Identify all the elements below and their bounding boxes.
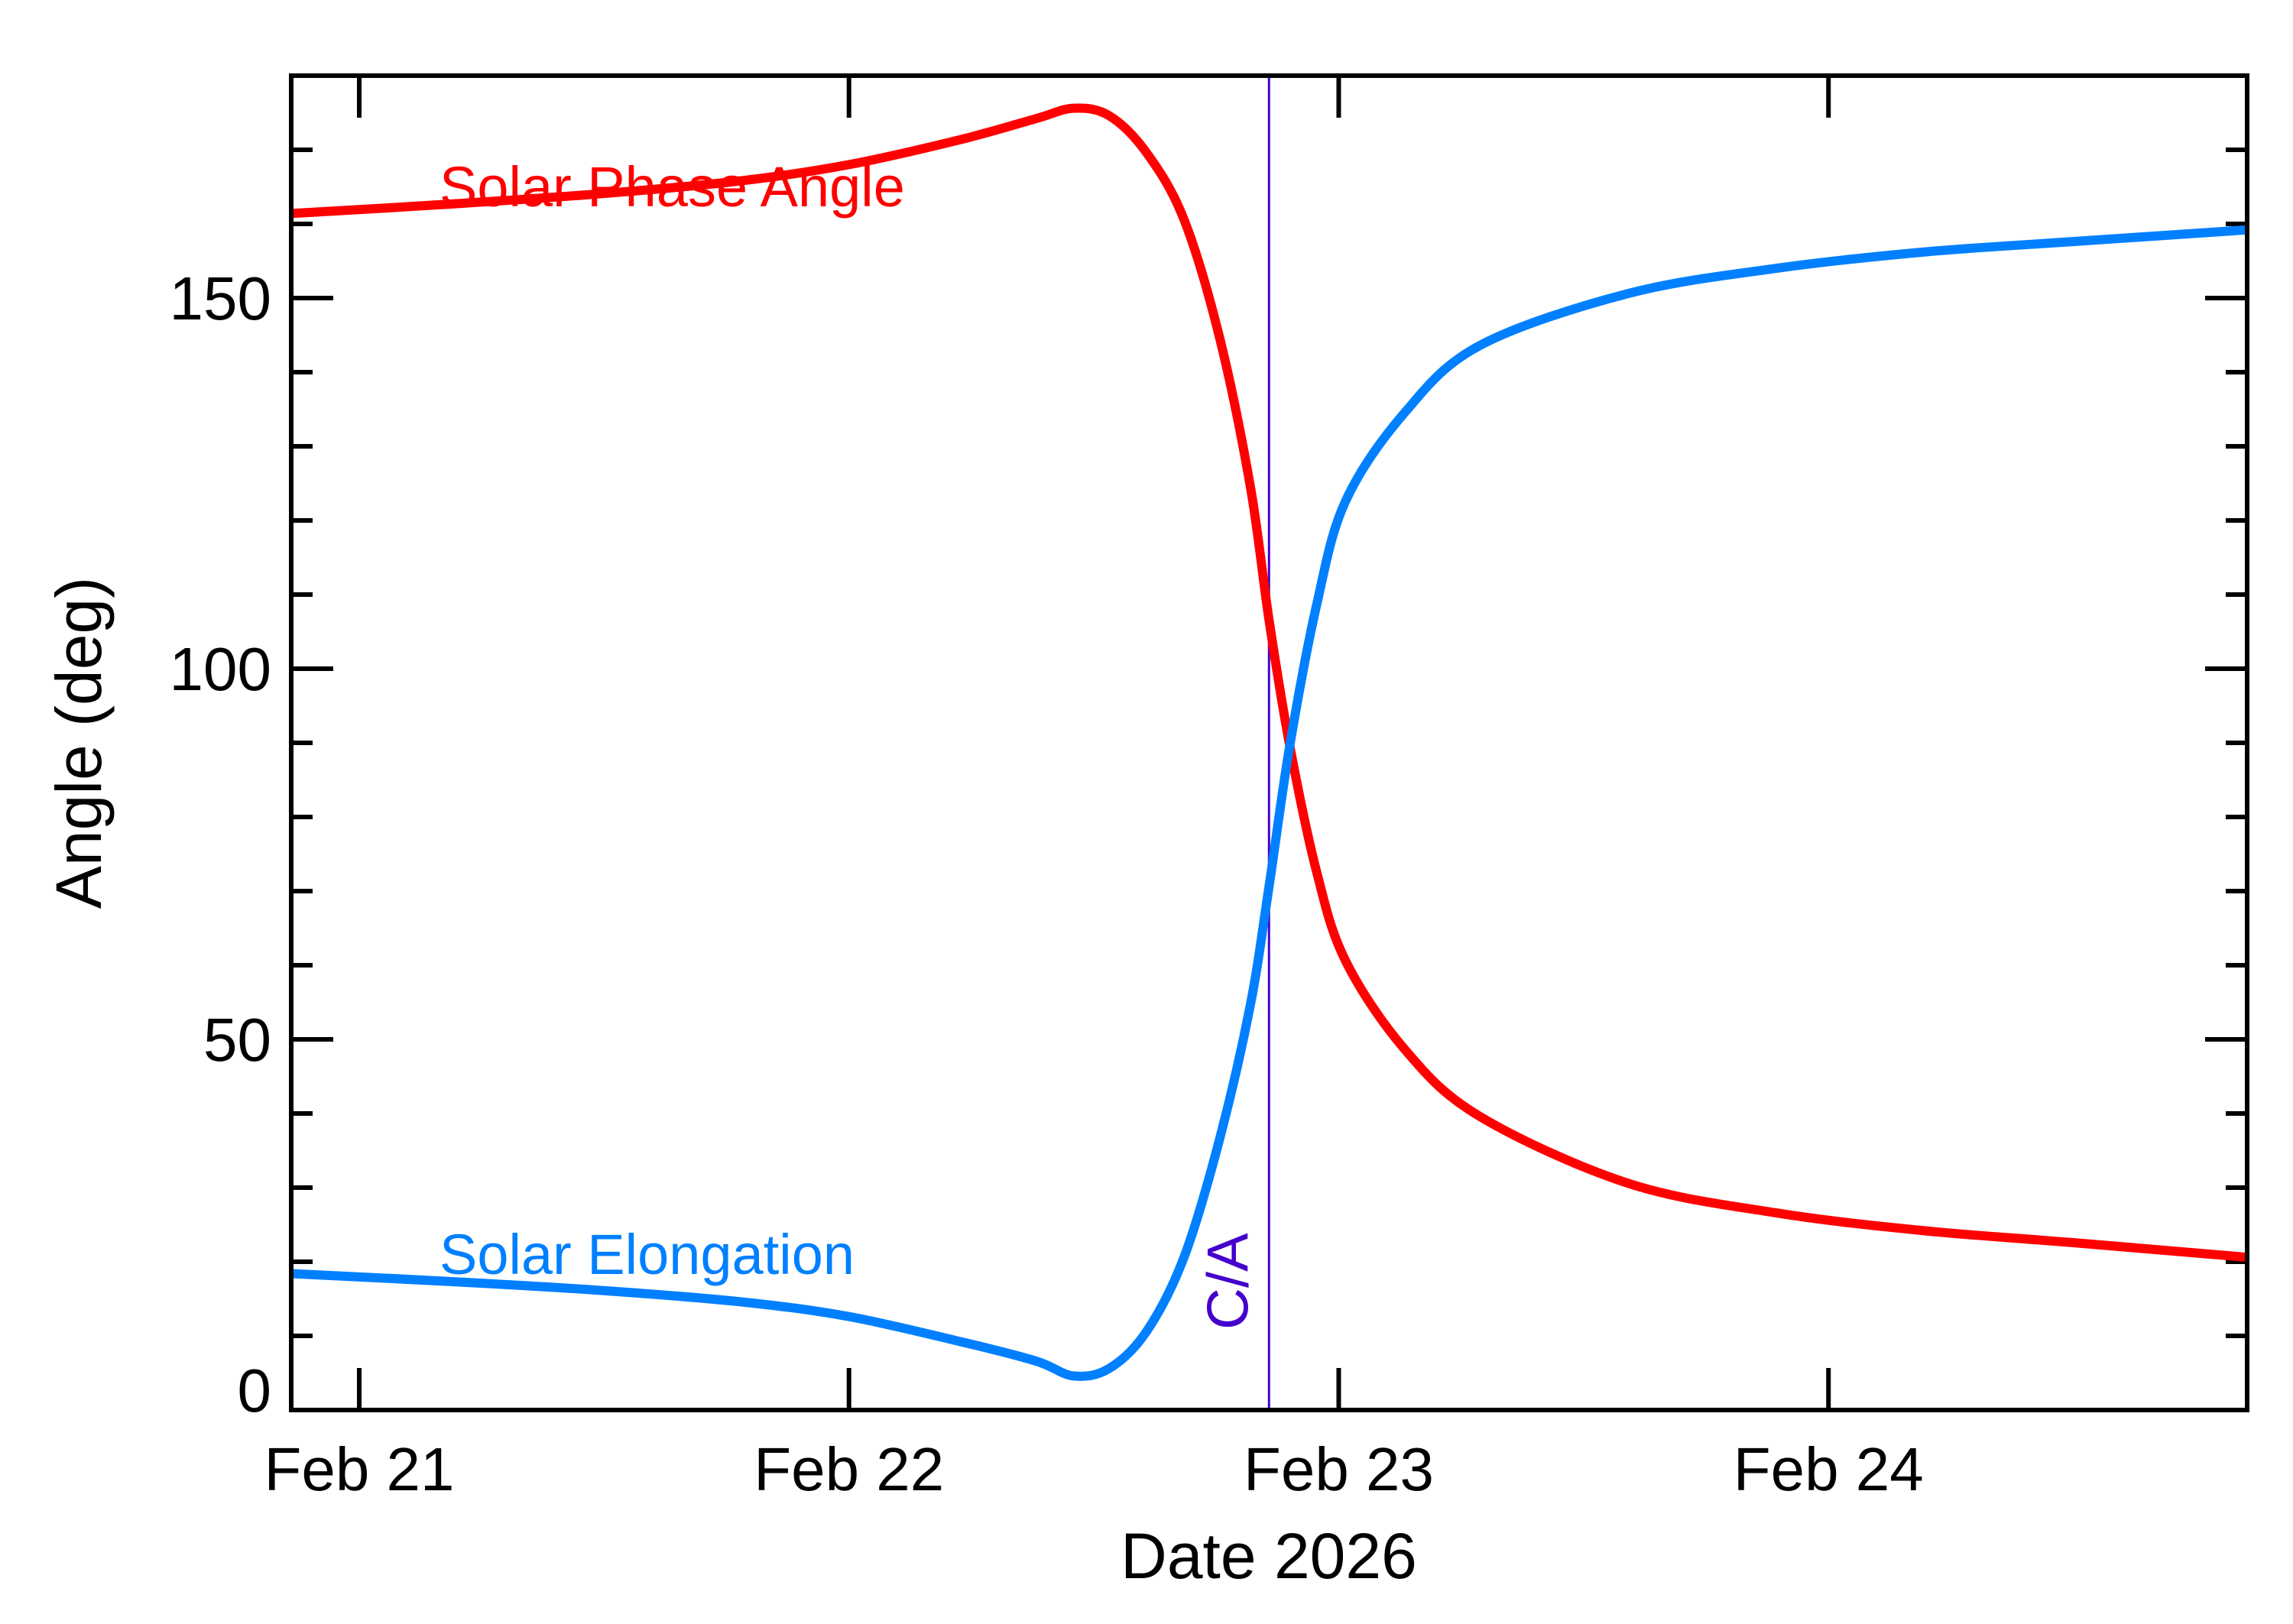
y-axis-title: Angle (deg) [43, 577, 115, 909]
x-tick-label: Feb 22 [754, 1435, 944, 1503]
plot-frame [289, 73, 2249, 1412]
x-tick-label: Feb 23 [1244, 1435, 1434, 1503]
series-lines [290, 103, 2248, 1381]
x-axis-title: Date 2026 [1121, 1520, 1417, 1592]
x-tick-label: Feb 21 [264, 1435, 454, 1503]
x-tick-label: Feb 24 [1734, 1435, 1924, 1503]
x-tick-labels: Feb 21 Feb 22 Feb 23 Feb 24 [264, 1435, 1923, 1503]
series-label-solar-phase-angle: Solar Phase Angle [439, 155, 905, 219]
series-line-solar-elongation [290, 225, 2248, 1381]
y-tick-label: 150 [170, 264, 271, 332]
y-tick-label: 100 [170, 635, 271, 703]
series-label-solar-elongation: Solar Elongation [439, 1223, 855, 1286]
ticks [291, 73, 2247, 1412]
y-tick-labels: 0 50 100 150 [170, 264, 271, 1425]
y-tick-label: 0 [238, 1357, 272, 1425]
y-tick-label: 50 [203, 1006, 271, 1074]
closest-approach-label: C/A [1195, 1233, 1260, 1330]
series-line-solar-phase-angle [290, 103, 2248, 1263]
